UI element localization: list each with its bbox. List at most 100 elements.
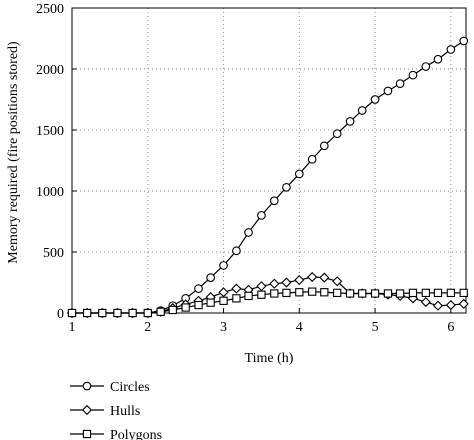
legend-marker-diamond <box>81 404 93 416</box>
circles-point <box>219 261 228 270</box>
polygons-point <box>408 288 418 298</box>
polygons-point <box>257 290 266 299</box>
circles-point <box>319 141 329 151</box>
polygons-point <box>295 288 304 297</box>
hulls-point <box>445 299 456 311</box>
circles-point <box>345 117 355 126</box>
y-tick-label: 2500 <box>36 2 64 17</box>
series-group <box>66 36 469 319</box>
series-circles <box>67 36 469 318</box>
polygons-point <box>168 305 177 315</box>
axis-ticks: 1 2 3 4 5 6 0 500 1000 1500 2000 2500 <box>36 2 454 335</box>
polygons-point <box>308 287 317 296</box>
hulls-point <box>432 300 444 311</box>
legend: Circles Hulls Polygons <box>70 380 162 440</box>
y-tick-label: 1000 <box>36 185 64 200</box>
polygons-point <box>270 289 279 298</box>
polygons-point <box>370 289 380 298</box>
series-polygons <box>67 287 468 318</box>
polygons-point <box>358 289 367 298</box>
polygons-point <box>433 288 443 298</box>
circles-point <box>206 273 216 282</box>
hulls-point <box>281 277 292 288</box>
polygons-point <box>143 308 152 318</box>
circles-point <box>232 246 241 256</box>
plot-area <box>71 7 467 314</box>
polygons-point <box>282 288 291 298</box>
polygons-point <box>345 289 355 298</box>
polygons-point <box>244 291 253 301</box>
legend-item-hulls: Hulls <box>70 404 140 419</box>
y-tick-label: 1500 <box>36 124 64 139</box>
y-axis-label: Memory required (fire positions stored) <box>6 41 21 264</box>
polygons-point <box>206 298 215 307</box>
circles-point <box>307 154 317 164</box>
circles-point <box>421 62 431 71</box>
circles-point <box>244 228 253 237</box>
hulls-point <box>218 287 229 298</box>
legend-marker-square <box>82 429 92 439</box>
legend-marker-circle <box>82 381 92 391</box>
circles-point <box>383 86 393 96</box>
polygons-point <box>128 308 137 318</box>
grid-lines <box>72 8 466 313</box>
polygons-point <box>181 303 190 312</box>
circles-point <box>332 129 342 139</box>
circles-point <box>446 45 456 54</box>
x-axis-label: Time (h) <box>245 351 294 366</box>
legend-label: Circles <box>110 380 150 395</box>
polygons-point <box>156 307 165 316</box>
series-hulls <box>66 271 469 319</box>
polygons-point <box>320 288 329 297</box>
x-tick-label: 1 <box>69 320 76 335</box>
polygons-point <box>395 289 405 298</box>
x-tick-label: 3 <box>220 320 227 335</box>
circles-point <box>408 70 418 80</box>
hulls-point <box>256 281 267 292</box>
circles-point <box>269 196 279 206</box>
hulls-line <box>72 276 464 314</box>
circles-point <box>194 284 203 293</box>
polygons-point <box>83 308 92 318</box>
polygons-point <box>219 296 228 305</box>
polygons-point <box>459 288 468 298</box>
hulls-point <box>269 278 280 289</box>
circles-line <box>72 40 465 314</box>
circles-point <box>257 211 266 220</box>
circles-point <box>282 182 291 192</box>
polygons-point <box>98 308 107 318</box>
legend-label: Hulls <box>110 404 140 419</box>
hulls-point <box>458 298 469 309</box>
hulls-point <box>231 283 242 294</box>
polygons-point <box>113 308 122 318</box>
hulls-point <box>307 271 318 283</box>
y-tick-label: 500 <box>43 246 64 261</box>
x-tick-label: 5 <box>372 320 379 335</box>
x-tick-label: 6 <box>447 320 454 335</box>
polygons-point <box>446 288 455 298</box>
polygons-point <box>67 308 77 318</box>
circles-point <box>370 95 380 104</box>
x-tick-label: 2 <box>144 320 151 335</box>
polygons-point <box>421 288 430 298</box>
y-tick-label: 0 <box>57 307 64 322</box>
hulls-point <box>420 296 431 308</box>
y-tick-label: 2000 <box>36 63 64 78</box>
legend-item-polygons: Polygons <box>70 428 162 440</box>
x-tick-label: 4 <box>296 320 303 335</box>
hulls-point <box>319 272 330 283</box>
polygons-point <box>194 300 203 310</box>
legend-item-circles: Circles <box>70 380 150 395</box>
polygons-point <box>232 294 241 303</box>
hulls-point <box>294 274 305 286</box>
polygons-point <box>383 289 393 298</box>
circles-point <box>459 36 469 46</box>
legend-label: Polygons <box>110 428 162 440</box>
polygons-point <box>333 288 342 298</box>
circles-point <box>433 54 443 64</box>
circles-point <box>294 169 304 179</box>
circles-point <box>357 106 367 115</box>
hulls-point <box>332 276 343 287</box>
circles-point <box>395 79 405 88</box>
